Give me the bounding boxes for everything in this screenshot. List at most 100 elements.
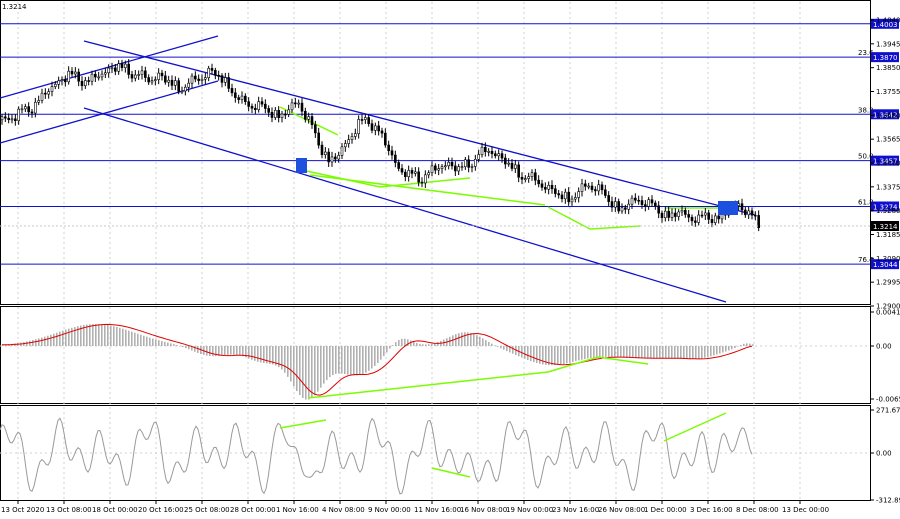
candle-body xyxy=(397,162,400,169)
cci-divergence-2 xyxy=(431,467,471,478)
macd-bar xyxy=(278,346,280,368)
candle-body xyxy=(110,67,114,70)
macd-tick-label: 0.00 xyxy=(876,343,892,351)
candle-body xyxy=(377,125,380,132)
macd-bar xyxy=(386,346,388,353)
markers xyxy=(296,158,738,215)
macd-bar xyxy=(668,346,670,359)
macd-bar xyxy=(35,339,37,346)
candle-body xyxy=(497,153,500,157)
candle-body xyxy=(714,215,717,223)
candle-body xyxy=(97,76,100,79)
macd-bar xyxy=(140,334,142,346)
candle-body xyxy=(527,176,530,179)
descending-channel-lower xyxy=(83,107,727,303)
candle-body xyxy=(190,75,194,84)
candle-body xyxy=(227,77,230,89)
macd-bar xyxy=(557,346,559,365)
price-tick-label: 1.3850 xyxy=(876,64,900,72)
macd-bar xyxy=(584,346,586,360)
candle-body xyxy=(407,170,410,178)
price-tick-label: 1.3090 xyxy=(876,255,900,263)
macd-bar xyxy=(89,324,91,346)
macd-bar xyxy=(695,346,697,359)
candle-body xyxy=(690,216,694,222)
candle-body xyxy=(74,71,77,75)
macd-bar xyxy=(452,335,454,346)
level-price-box xyxy=(871,52,899,63)
candle-body xyxy=(124,63,127,68)
macd-bar xyxy=(596,346,598,358)
macd-bar xyxy=(428,344,430,346)
cci-divergence-1 xyxy=(279,419,327,429)
candle-body xyxy=(500,153,504,159)
macd-bar xyxy=(548,346,550,366)
candle-body xyxy=(550,185,554,190)
macd-bar xyxy=(155,339,157,346)
macd-bar xyxy=(74,326,76,346)
macd-bar xyxy=(2,344,4,346)
divergence-price-4 xyxy=(547,206,641,230)
macd-bar xyxy=(29,340,31,346)
candle-body xyxy=(607,195,610,202)
candle-body xyxy=(574,197,577,200)
macd-bar xyxy=(392,345,394,346)
macd-bar xyxy=(161,341,163,346)
candle-body xyxy=(280,113,284,118)
candle-body xyxy=(300,102,304,112)
candle-body xyxy=(757,215,760,228)
candle-body xyxy=(380,130,384,134)
candle-body xyxy=(474,159,477,167)
candle-body xyxy=(520,176,524,180)
macd-bar xyxy=(227,346,229,355)
time-tick-label: 20 Oct 16:00 xyxy=(138,506,184,514)
cci-tick-label: 271.6708 xyxy=(876,407,900,415)
macd-bar xyxy=(623,346,625,358)
candle-body xyxy=(277,109,280,118)
candle-body xyxy=(747,210,750,216)
candle-body xyxy=(130,74,134,79)
level-price-box xyxy=(871,201,899,212)
macd-bar xyxy=(419,343,421,346)
macd-bar xyxy=(581,346,583,360)
macd-bar xyxy=(389,346,391,349)
candle-body xyxy=(87,80,90,82)
candle-body xyxy=(370,123,374,131)
macd-bar xyxy=(722,346,724,353)
candle-body xyxy=(187,82,190,88)
candle-body xyxy=(80,80,84,87)
candle-body xyxy=(144,70,147,78)
candle-body xyxy=(254,107,257,110)
candle-body xyxy=(570,198,574,203)
macd-bar xyxy=(530,346,532,362)
macd-bar xyxy=(506,346,508,352)
candle-body xyxy=(20,108,24,111)
macd-bar xyxy=(416,342,418,346)
macd-bar xyxy=(305,346,307,400)
macd-bar xyxy=(587,346,589,359)
divergence-price-2 xyxy=(301,169,471,188)
macd-bar xyxy=(527,346,529,360)
macd-bar xyxy=(68,328,70,346)
candle-body xyxy=(194,75,197,80)
macd-bar xyxy=(269,346,271,364)
level-price-label: 1.3044 xyxy=(873,261,898,269)
price-tick-label: 1.3375 xyxy=(876,183,900,191)
signal-box-right xyxy=(718,201,738,215)
candle-body xyxy=(214,70,217,76)
macd-bar xyxy=(257,346,259,362)
macd-bar xyxy=(131,331,133,346)
macd-bar xyxy=(431,343,433,346)
macd-bar xyxy=(740,344,742,346)
macd-bar xyxy=(47,335,49,346)
level-price-box xyxy=(871,18,899,29)
price-tick-label: 1.3660 xyxy=(876,112,900,120)
macd-divergence-2 xyxy=(547,356,649,373)
macd-bar xyxy=(182,346,184,348)
macd-bar xyxy=(410,340,412,346)
candle-body xyxy=(107,67,110,74)
macd-bar xyxy=(719,346,721,354)
macd-bar xyxy=(461,332,463,346)
macd-bar xyxy=(242,346,244,357)
